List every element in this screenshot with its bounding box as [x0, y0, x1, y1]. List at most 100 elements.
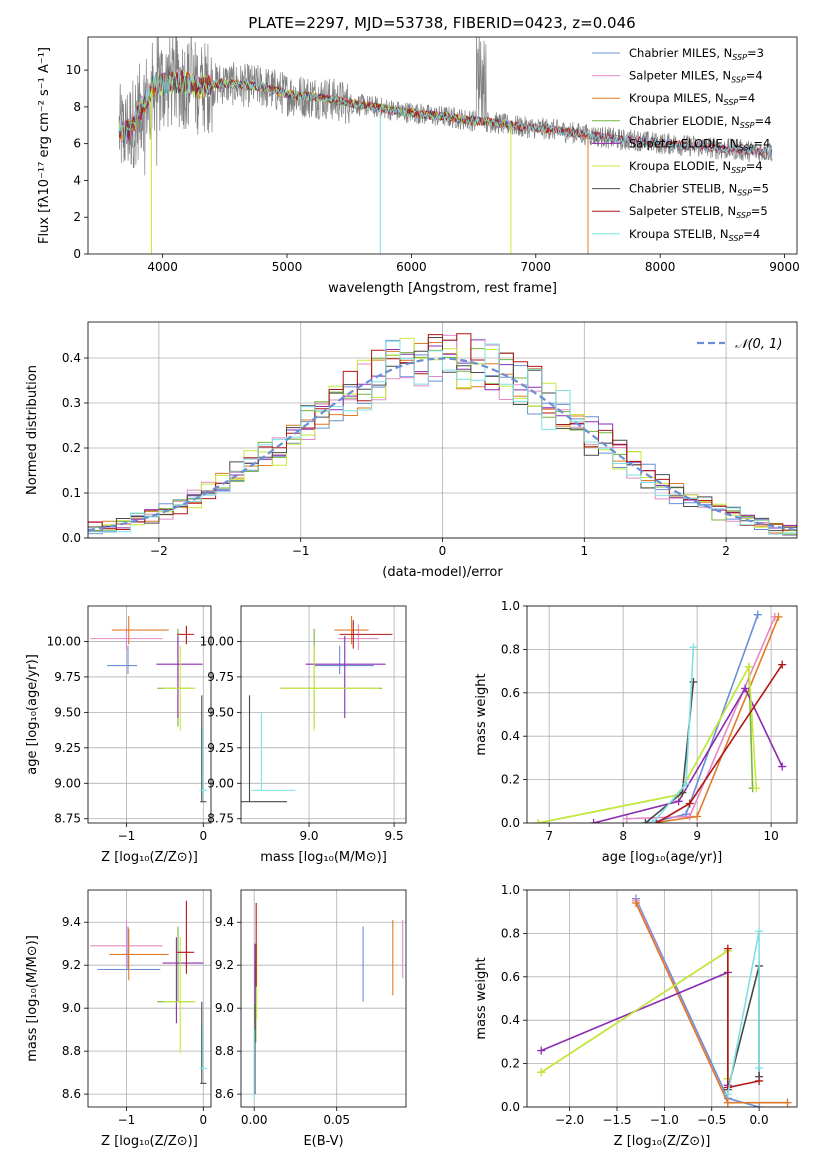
legend-entry: Kroupa MILES, NSSP=4	[629, 91, 755, 107]
legend-suffix: =3	[747, 46, 764, 60]
weight-marker	[755, 1103, 764, 1107]
age-vs-mass-panel: 9.0 9.5 8.75 9.00 9.25 9.50 9.75 10.00 mass [log…	[200, 605, 407, 865]
y-tick-label: 0.0	[501, 816, 520, 830]
legend-subscript: SSP	[739, 143, 754, 152]
x-tick-label: 6000	[396, 260, 427, 274]
y-tick-label: 10.00	[200, 634, 234, 648]
weight-vs-Z-grid	[527, 889, 797, 1108]
x-tick-label: −1	[118, 1113, 136, 1127]
y-tick-label: 0.3	[62, 396, 81, 410]
age-vs-Z-panel: −1 0 8.75 9.00 9.25 9.50 9.75 10.00 Z [log₁₀(Z/Z…	[25, 605, 212, 865]
weight-marker	[648, 819, 657, 823]
weight-marker	[752, 784, 761, 793]
weight-vs-Z-plot-area	[537, 894, 792, 1107]
weight-marker	[693, 812, 702, 821]
weight-marker	[755, 1063, 764, 1072]
y-axis-label: age [log₁₀(age/yr)]	[25, 654, 40, 775]
weight-marker	[744, 662, 753, 671]
weight-marker	[641, 819, 650, 823]
legend-suffix: =4	[755, 114, 772, 128]
mass-vs-Z-plot-area	[90, 900, 208, 1084]
y-tick-label: 0.2	[62, 441, 81, 455]
weight-marker	[783, 1098, 792, 1107]
x-tick-label: −1.0	[650, 1113, 679, 1127]
x-axis-label: Z [log₁₀(Z/Z⊙)]	[101, 1134, 198, 1149]
weight-marker	[755, 927, 764, 936]
legend-label: Kroupa MILES, N	[629, 91, 724, 105]
mass-vs-Z-frame	[87, 889, 212, 1108]
x-tick-label: 7	[545, 829, 553, 843]
y-tick-label: 0.1	[62, 486, 81, 500]
y-tick-label: 0.8	[501, 926, 520, 940]
spectrum-plot-area	[118, 37, 773, 254]
x-tick-label: 9000	[769, 260, 800, 274]
legend-label: Chabrier MILES, N	[629, 46, 732, 60]
age-vs-mass-grid	[241, 606, 406, 823]
weight-marker	[622, 814, 631, 823]
spectrum-frame	[87, 36, 798, 255]
legend-subscript: SSP	[729, 234, 744, 243]
y-tick-label: 8.8	[62, 1044, 81, 1058]
weight-marker	[778, 762, 787, 771]
y-tick-label: 9.50	[207, 705, 234, 719]
y-tick-label: 0.8	[501, 642, 520, 656]
model-spectrum-kroupa-stelib	[118, 69, 773, 156]
legend-entry: Chabrier MILES, NSSP=3	[629, 46, 764, 62]
legend-label: Salpeter ELODIE, N	[629, 136, 739, 150]
weight-marker	[755, 1076, 764, 1085]
x-tick-label: 4000	[147, 260, 178, 274]
y-tick-label: 9.4	[215, 915, 234, 929]
legend-entry: Chabrier ELODIE, NSSP=4	[629, 114, 771, 130]
age-vs-Z-plot-area	[90, 615, 208, 803]
legend-subscript: SSP	[732, 53, 747, 62]
weight-marker	[723, 1098, 732, 1107]
weight-marker	[774, 612, 783, 621]
x-tick-label: −1.5	[602, 1113, 631, 1127]
legend-label: Kroupa STELIB, N	[629, 227, 729, 241]
x-tick-label: 1	[580, 544, 588, 558]
x-tick-label: 0	[199, 1113, 207, 1127]
y-tick-label: 0.0	[62, 531, 81, 545]
y-tick-label: 0.4	[501, 729, 520, 743]
x-tick-label: 7000	[521, 260, 552, 274]
legend-label: Salpeter MILES, N	[629, 69, 731, 83]
y-tick-label: 9.25	[54, 741, 81, 755]
y-tick-label: 1.0	[501, 883, 520, 897]
y-tick-label: 9.00	[54, 776, 81, 790]
weight-line-chabrier-stelib	[644, 681, 695, 823]
x-tick-label: 5000	[272, 260, 303, 274]
legend-entry: Salpeter ELODIE, NSSP=4	[629, 136, 770, 152]
y-tick-label: 2	[73, 210, 81, 224]
mass-vs-Z-axes: −1 0 8.6 8.8 9.0 9.2 9.4 Z [log₁₀(Z/Z⊙)] mass [l…	[25, 889, 212, 1149]
y-tick-label: 0.2	[501, 773, 520, 787]
mass-vs-EBV-axes: 0.00 0.05 8.6 8.8 9.0 9.2 9.4 E(B-V)	[215, 889, 407, 1149]
weight-marker	[631, 899, 640, 908]
legend-label: Chabrier STELIB, N	[629, 182, 737, 196]
y-tick-label: 1.0	[501, 599, 520, 613]
x-tick-label: 9.5	[385, 829, 404, 843]
mass-vs-Z-panel: −1 0 8.6 8.8 9.0 9.2 9.4 Z [log₁₀(Z/Z⊙)] mass [l…	[25, 889, 212, 1149]
weight-vs-age-plot-area	[534, 610, 787, 823]
mass-vs-EBV-panel: 0.00 0.05 8.6 8.8 9.0 9.2 9.4 E(B-V)	[215, 889, 407, 1149]
y-tick-label: 9.25	[207, 741, 234, 755]
x-tick-label: 0	[199, 829, 207, 843]
weight-vs-Z-frame	[526, 889, 798, 1108]
weight-marker	[723, 1089, 732, 1098]
x-tick-label: 2	[722, 544, 730, 558]
legend-suffix: =5	[751, 204, 768, 218]
legend-subscript: SSP	[724, 98, 739, 107]
y-tick-label: 9.2	[62, 958, 81, 972]
weight-marker	[778, 660, 787, 669]
x-axis-label: mass [log₁₀(M/M⊙)]	[260, 850, 387, 865]
legend-suffix: =4	[746, 69, 763, 83]
weight-marker	[537, 1046, 546, 1055]
weight-marker	[685, 799, 694, 808]
x-tick-label: −2.0	[555, 1113, 584, 1127]
legend-subscript: SSP	[731, 166, 746, 175]
y-tick-label: 9.00	[207, 776, 234, 790]
y-tick-label: 9.0	[62, 1001, 81, 1015]
weight-vs-Z-panel: −2.0 −1.5 −1.0 −0.5 0.0 0.0 0.2 0.4 0.6 0.8 1.0 Z […	[474, 883, 798, 1149]
gaussian-legend-label: 𝒩(0, 1)	[735, 337, 782, 352]
residuals-frame	[87, 321, 798, 539]
